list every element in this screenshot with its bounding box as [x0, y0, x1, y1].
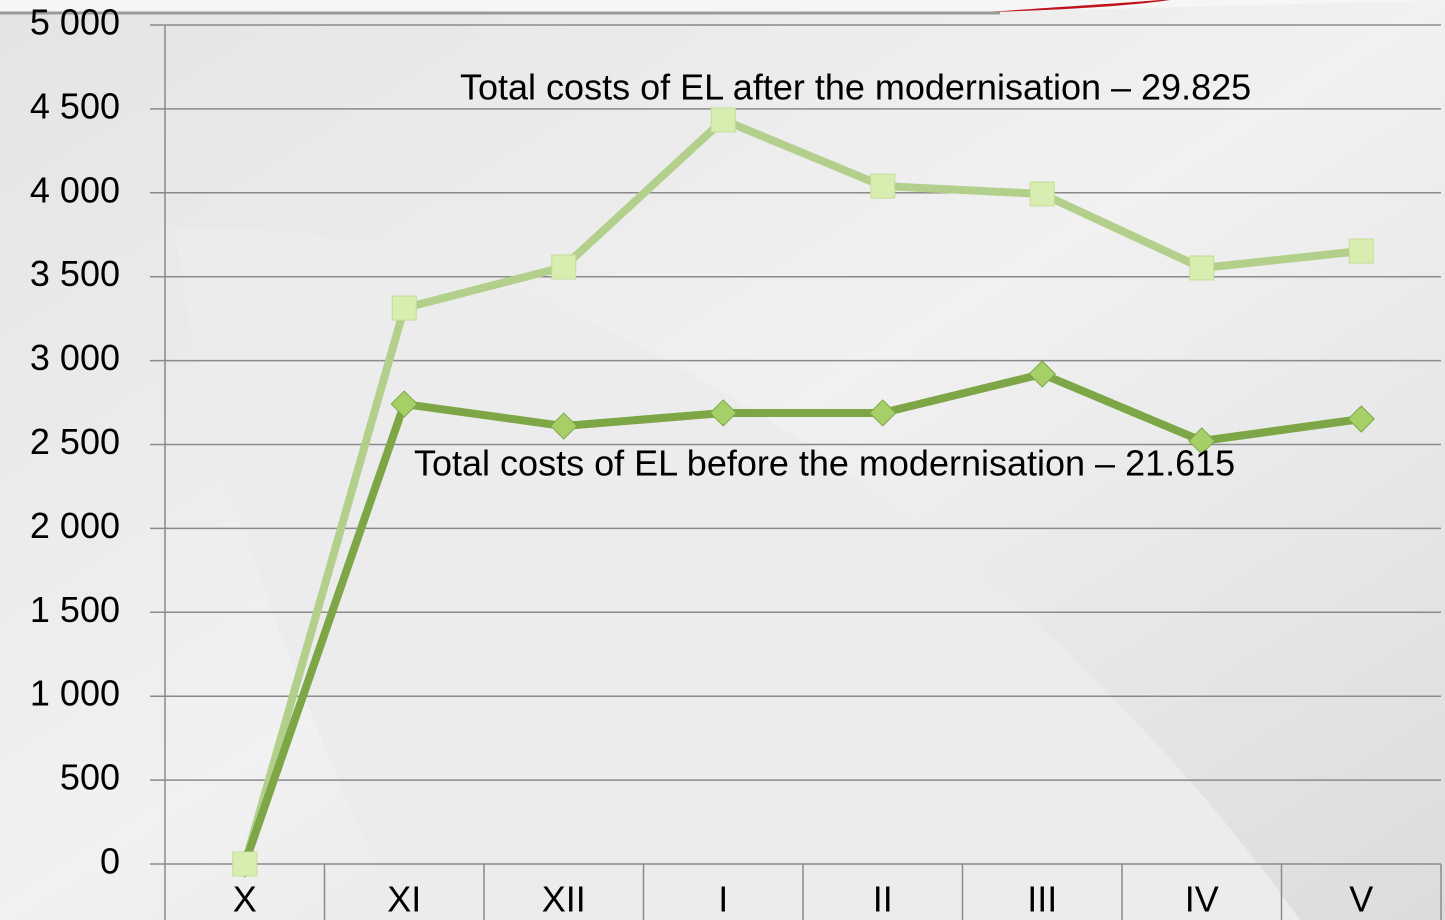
marker [1189, 255, 1215, 281]
x-tick-label: X [233, 879, 257, 920]
y-tick-label: 2 500 [30, 421, 120, 462]
x-tick-label: IV [1185, 879, 1219, 920]
annotation: Total costs of EL after the modernisatio… [460, 67, 1251, 108]
x-tick-label: II [873, 879, 893, 920]
y-tick-label: 3 500 [30, 253, 120, 294]
marker [232, 851, 258, 877]
y-tick-label: 500 [60, 757, 120, 798]
y-tick-label: 4 500 [30, 85, 120, 126]
y-tick-label: 0 [100, 841, 120, 882]
marker [709, 399, 737, 427]
marker [1188, 427, 1216, 455]
marker [1029, 181, 1055, 207]
top-band [0, 0, 1445, 12]
marker [710, 107, 736, 133]
marker [869, 399, 897, 427]
background-swoosh [175, 227, 1300, 920]
x-tick-label: XI [387, 879, 421, 920]
marker [550, 412, 578, 440]
y-tick-label: 5 000 [30, 2, 120, 43]
marker [391, 295, 417, 321]
y-tick-label: 1 000 [30, 673, 120, 714]
x-tick-label: I [718, 879, 728, 920]
y-tick-label: 1 500 [30, 589, 120, 630]
marker [1348, 238, 1374, 264]
x-tick-label: XII [542, 879, 586, 920]
grid: 0 500 1 000 1 500 2 000 2 500 3 000 3 500 4 000 4… [30, 2, 1442, 920]
y-tick-label: 2 000 [30, 505, 120, 546]
marker [870, 173, 896, 199]
marker [390, 390, 418, 418]
plot [231, 107, 1375, 878]
x-tick-label: V [1349, 879, 1373, 920]
series-line [240, 370, 1362, 866]
marker [1028, 360, 1056, 388]
marker [551, 254, 577, 280]
series-line [240, 115, 1362, 866]
annotation: Total costs of EL before the modernisati… [414, 443, 1235, 484]
y-tick-label: 3 000 [30, 337, 120, 378]
y-tick-label: 4 000 [30, 169, 120, 210]
marker [1347, 405, 1375, 433]
x-tick-label: III [1027, 879, 1057, 920]
top-accent [990, 0, 1170, 12]
